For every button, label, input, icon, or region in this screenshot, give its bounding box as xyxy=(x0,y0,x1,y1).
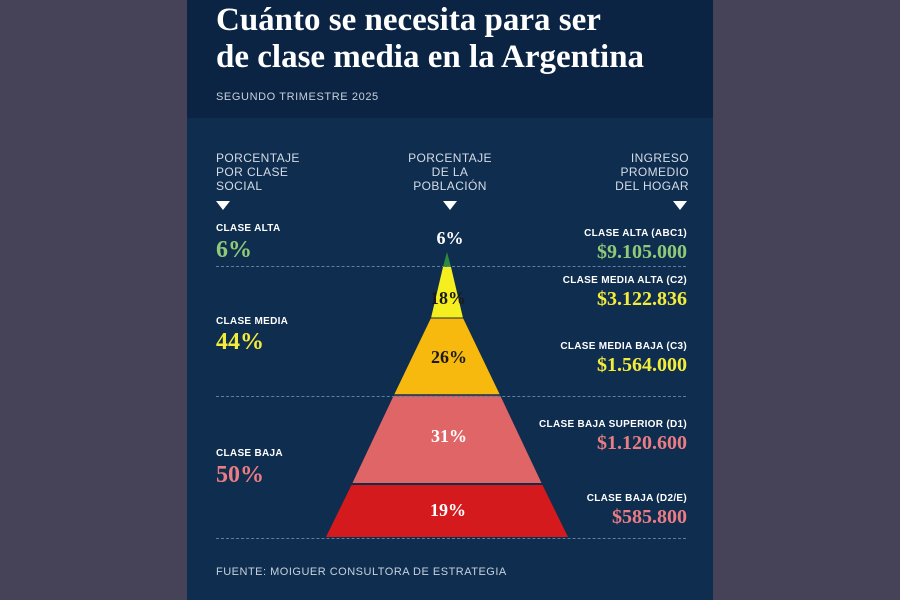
pyramid-pct-d2e: 19% xyxy=(430,500,466,520)
down-triangle-icon xyxy=(443,201,457,210)
column-header-population-percentage: PORCENTAJE DE LA POBLACIÓN xyxy=(398,151,502,193)
pyramid-segment-c2 xyxy=(431,267,463,318)
segment-label-d1: CLASE BAJA SUPERIOR (D1) xyxy=(539,419,687,430)
segment-income-d2e: $585.800 xyxy=(612,506,687,528)
divider xyxy=(216,396,686,397)
pyramid-segment-c3 xyxy=(394,318,500,395)
infographic-card: Cuánto se necesita para ser de clase med… xyxy=(187,0,713,600)
pyramid-segment-d1 xyxy=(352,395,542,484)
class-value-alta: 6% xyxy=(216,237,252,263)
pyramid-pct-c2: 18% xyxy=(430,288,466,308)
segment-income-abc1: $9.105.000 xyxy=(597,241,687,263)
pyramid-pct-d1: 31% xyxy=(431,426,467,446)
column-header-class-percentage: PORCENTAJE POR CLASE SOCIAL xyxy=(216,151,300,193)
divider xyxy=(216,266,686,267)
column-header-household-income: INGRESO PROMEDIO DEL HOGAR xyxy=(615,151,689,193)
title-line-2: de clase media en la Argentina xyxy=(216,39,645,75)
column-header-line: SOCIAL xyxy=(216,179,263,193)
column-header-line: PORCENTAJE xyxy=(408,151,492,165)
column-header-line: INGRESO xyxy=(630,151,689,165)
segment-label-d2e: CLASE BAJA (D2/E) xyxy=(586,493,687,504)
down-triangle-icon xyxy=(673,201,687,210)
column-header-line: POBLACIÓN xyxy=(413,179,487,193)
class-value-media: 44% xyxy=(216,329,264,355)
class-label-media: CLASE MEDIA xyxy=(216,316,289,327)
segment-income-d1: $1.120.600 xyxy=(597,432,687,454)
class-value-baja: 50% xyxy=(216,462,264,488)
column-header-line: POR CLASE xyxy=(216,165,289,179)
segment-income-c2: $3.122.836 xyxy=(597,288,687,310)
pyramid-segment-abc1 xyxy=(443,252,451,267)
column-header-line: PROMEDIO xyxy=(620,165,689,179)
column-header-line: DE LA xyxy=(431,165,469,179)
segment-income-c3: $1.564.000 xyxy=(597,354,687,376)
column-header-line: DEL HOGAR xyxy=(615,179,689,193)
pyramid-pct-abc1: 6% xyxy=(437,228,464,248)
population-pyramid: 6% 18% 26% 31% 19% xyxy=(326,228,568,537)
page-title: Cuánto se necesita para ser de clase med… xyxy=(216,2,706,76)
divider xyxy=(216,538,686,539)
class-label-baja: CLASE BAJA xyxy=(216,448,283,459)
pyramid-pct-c3: 26% xyxy=(431,347,467,367)
column-header-line: PORCENTAJE xyxy=(216,151,300,165)
pyramid-segment-d2e xyxy=(326,484,568,537)
class-label-alta: CLASE ALTA xyxy=(216,223,281,234)
segment-label-c3: CLASE MEDIA BAJA (C3) xyxy=(560,341,687,352)
source-footer: FUENTE: MOIGUER CONSULTORA DE ESTRATEGIA xyxy=(216,566,507,578)
header: Cuánto se necesita para ser de clase med… xyxy=(187,0,713,118)
segment-label-abc1: CLASE ALTA (ABC1) xyxy=(584,228,687,239)
down-triangle-icon xyxy=(216,201,230,210)
title-line-1: Cuánto se necesita para ser xyxy=(216,2,601,38)
subtitle: SEGUNDO TRIMESTRE 2025 xyxy=(216,91,379,103)
segment-label-c2: CLASE MEDIA ALTA (C2) xyxy=(562,275,687,286)
